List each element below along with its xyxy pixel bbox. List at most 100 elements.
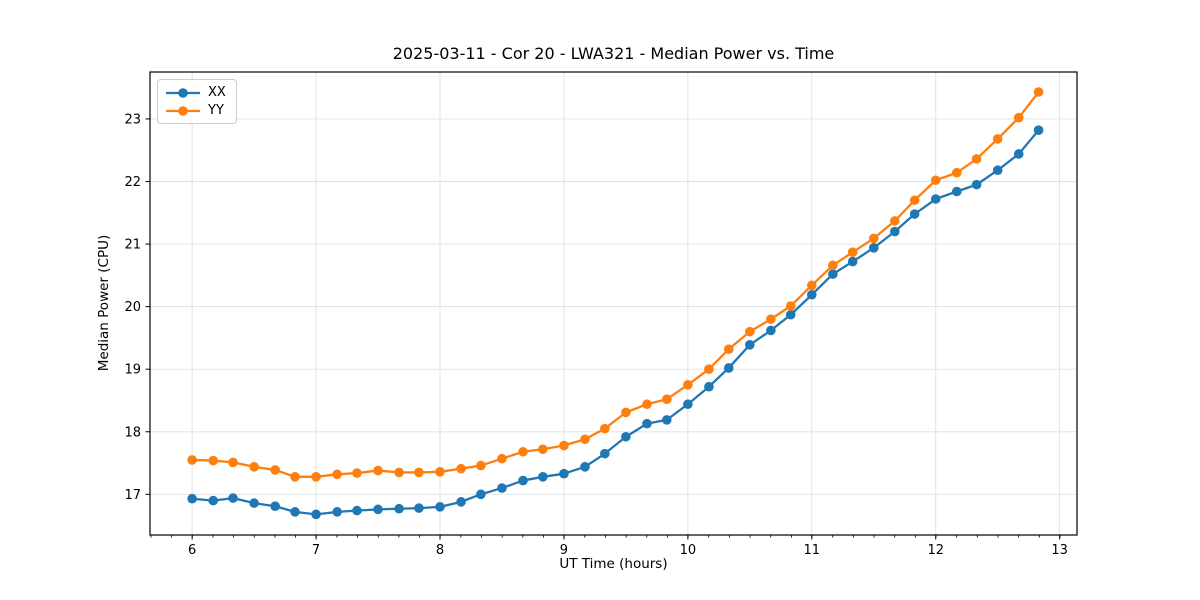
data-point [559, 468, 569, 479]
x-axis-label: UT Time (hours) [559, 556, 668, 572]
data-point [600, 448, 610, 459]
data-point [332, 507, 342, 517]
data-point [352, 468, 362, 478]
data-point [538, 472, 548, 482]
data-point [373, 504, 383, 515]
data-point [951, 186, 962, 197]
legend-marker-xx [166, 87, 200, 98]
data-point [930, 194, 941, 204]
data-point [414, 467, 424, 478]
data-point [518, 446, 528, 457]
data-point [1033, 125, 1044, 135]
data-point [971, 179, 982, 190]
legend-item-xx: XX [165, 85, 226, 100]
data-point [435, 467, 445, 477]
legend-label: YY [208, 103, 224, 118]
data-point [930, 175, 941, 186]
data-point [785, 309, 796, 320]
x-tick-label: 11 [804, 543, 821, 558]
data-point [249, 462, 259, 472]
data-point [868, 243, 879, 253]
data-point [580, 462, 590, 472]
x-tick-label: 12 [927, 543, 944, 558]
x-tick-label: 7 [312, 543, 320, 558]
data-point [704, 381, 714, 392]
data-point [476, 460, 486, 471]
data-point [992, 134, 1003, 144]
data-point [642, 418, 652, 429]
series-yy-markers [187, 87, 1044, 482]
data-point [228, 493, 238, 503]
data-point [766, 325, 776, 336]
data-point [828, 260, 838, 271]
data-point [971, 154, 982, 164]
data-point [352, 505, 362, 516]
data-point [270, 465, 280, 475]
data-point [270, 501, 280, 512]
data-point [723, 363, 734, 373]
data-point [642, 399, 652, 410]
data-point [373, 465, 383, 476]
legend-label: XX [208, 85, 226, 100]
data-point [723, 344, 734, 354]
data-point [332, 469, 342, 480]
y-tick-label: 17 [124, 488, 141, 503]
x-tick-label: 9 [560, 543, 568, 558]
data-point [828, 269, 838, 279]
data-point [661, 394, 672, 405]
data-point [909, 195, 920, 206]
data-point [559, 440, 569, 451]
data-point [311, 509, 321, 520]
plot-area-border [149, 71, 1078, 536]
y-tick-label: 23 [124, 112, 141, 127]
data-point [456, 463, 466, 474]
data-point [847, 256, 858, 267]
data-point [806, 280, 817, 291]
legend-dot-sample [178, 105, 188, 116]
y-tick-label: 21 [124, 238, 141, 253]
x-tick-label: 10 [680, 543, 697, 558]
data-point [414, 503, 424, 513]
legend-dot-sample [178, 87, 188, 98]
legend: XX YY [157, 79, 237, 124]
chart-title: 2025-03-11 - Cor 20 - LWA321 - Median Po… [392, 44, 835, 63]
x-tick-label: 8 [436, 543, 444, 558]
series-yy-line [192, 91, 1040, 478]
data-point [518, 475, 528, 486]
series-xx-markers [187, 125, 1044, 520]
data-point [847, 247, 858, 257]
data-point [538, 444, 548, 455]
data-point [208, 455, 219, 466]
data-point [621, 407, 631, 418]
data-point [745, 339, 755, 350]
data-point [249, 498, 259, 508]
legend-item-yy: YY [165, 103, 226, 118]
data-point [228, 457, 238, 468]
data-point [394, 503, 404, 514]
data-point [497, 453, 507, 464]
data-point [456, 497, 466, 507]
data-point [704, 364, 714, 374]
data-point [992, 165, 1003, 176]
data-point [909, 209, 920, 219]
data-point [1013, 149, 1024, 159]
data-point [1033, 87, 1044, 97]
y-tick-label: 19 [124, 363, 141, 378]
data-point [394, 467, 404, 478]
data-point [683, 399, 693, 410]
data-point [187, 493, 197, 504]
y-tick-label: 18 [124, 425, 141, 440]
data-point [745, 326, 755, 337]
data-point [476, 489, 486, 500]
series-xx-line [192, 129, 1040, 516]
x-tick-label: 13 [1051, 543, 1068, 558]
data-point [683, 380, 693, 390]
data-point [890, 226, 900, 237]
legend-marker-yy [166, 105, 200, 116]
data-point [890, 216, 900, 226]
data-point [580, 434, 590, 445]
y-tick-label: 22 [124, 175, 141, 190]
data-point [435, 502, 445, 512]
y-axis-label: Median Power (CPU) [96, 234, 112, 372]
